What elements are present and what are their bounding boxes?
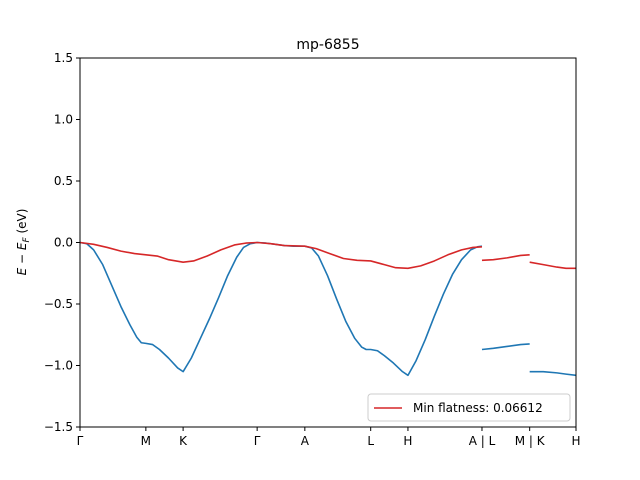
band-line bbox=[529, 370, 577, 377]
y-tick-label: 1.5 bbox=[54, 51, 73, 65]
x-tick-label: L bbox=[367, 434, 374, 448]
band-line bbox=[529, 261, 576, 270]
y-tick-label: 0.5 bbox=[54, 174, 73, 188]
legend: Min flatness: 0.06612 bbox=[367, 393, 571, 422]
y-tick-label: 0.0 bbox=[54, 236, 73, 250]
band-series-2 bbox=[79, 241, 576, 270]
y-axis-label: E − EF (eV) bbox=[15, 209, 32, 276]
chart-title: mp-6855 bbox=[296, 37, 359, 53]
y-tick-label: −1.0 bbox=[44, 359, 73, 373]
y-tick-label: −0.5 bbox=[44, 297, 73, 311]
plot-frame bbox=[79, 57, 577, 428]
x-tick-label: H bbox=[571, 434, 580, 448]
x-tick-label: Γ bbox=[254, 434, 261, 448]
x-tick-label: K bbox=[179, 434, 188, 448]
band-line bbox=[481, 254, 530, 262]
y-tick-label: 1.0 bbox=[54, 113, 73, 127]
x-tick-label: A bbox=[301, 434, 310, 448]
y-axis: −1.5 −1.0 −0.5 0.0 0.5 1.0 1.5 bbox=[44, 51, 80, 434]
legend-box bbox=[367, 393, 571, 422]
y-tick-label: −1.5 bbox=[44, 420, 73, 434]
legend-label: Min flatness: 0.06612 bbox=[413, 401, 543, 415]
x-tick-label: Γ bbox=[77, 434, 84, 448]
x-tick-label: A | L bbox=[469, 434, 496, 448]
x-axis: Γ M K Γ A L H A | L M | K H bbox=[77, 427, 581, 448]
x-tick-label: M bbox=[141, 434, 151, 448]
band-line bbox=[79, 241, 483, 270]
band-line bbox=[481, 343, 530, 351]
plot-area bbox=[79, 241, 577, 377]
x-tick-label: H bbox=[403, 434, 412, 448]
x-tick-label: M | K bbox=[515, 434, 546, 448]
